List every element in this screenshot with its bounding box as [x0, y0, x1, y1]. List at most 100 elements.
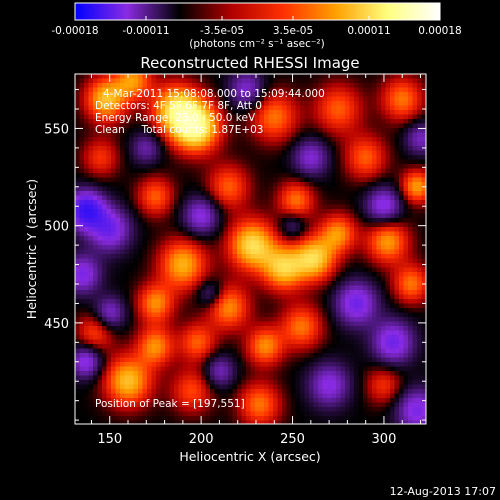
heatmap-cell [408, 150, 413, 156]
heatmap-cell [336, 254, 341, 259]
heatmap-cell [408, 146, 413, 151]
heatmap-cell [340, 164, 346, 169]
heatmap-cell [394, 335, 400, 340]
heatmap-cell [160, 96, 166, 102]
heatmap-cell [138, 150, 143, 156]
heatmap-cell [327, 312, 332, 318]
heatmap-cell [84, 344, 89, 349]
heatmap-cell [115, 254, 121, 259]
heatmap-cell [327, 326, 332, 331]
heatmap-cell [102, 123, 107, 129]
heatmap-cell [88, 186, 94, 192]
heatmap-cell [237, 74, 242, 79]
heatmap-cell [115, 159, 121, 165]
heatmap-cell [214, 186, 220, 192]
heatmap-cell [264, 348, 269, 354]
heatmap-cell [111, 335, 116, 340]
heatmap-cell [376, 141, 382, 147]
heatmap-cell [79, 83, 85, 88]
heatmap-cell [412, 191, 418, 196]
heatmap-cell [259, 96, 265, 102]
heatmap-cell [115, 96, 121, 102]
heatmap-cell [232, 353, 238, 358]
heatmap-cell [165, 146, 170, 151]
heatmap-cell [196, 191, 202, 196]
heatmap-cell [300, 339, 305, 345]
heatmap-cell [403, 119, 409, 124]
heatmap-cell [268, 308, 274, 313]
heatmap-cell [228, 308, 233, 313]
heatmap-cell [300, 123, 305, 129]
heatmap-cell [79, 132, 85, 138]
heatmap-cell [115, 92, 121, 97]
heatmap-cell [327, 308, 332, 313]
heatmap-cell [93, 213, 98, 219]
heatmap-cell [412, 290, 418, 295]
heatmap-cell [138, 231, 143, 237]
heatmap-cell [336, 245, 341, 250]
heatmap-cell [115, 83, 121, 88]
heatmap-cell [295, 195, 301, 201]
heatmap-cell [408, 182, 413, 187]
heatmap-cell [340, 83, 346, 88]
heatmap-cell [93, 123, 98, 129]
heatmap-cell [228, 78, 233, 84]
heatmap-cell [381, 231, 386, 237]
heatmap-cell [340, 267, 346, 273]
heatmap-cell [385, 123, 391, 129]
heatmap-cell [93, 357, 98, 363]
heatmap-cell [151, 150, 157, 156]
heatmap-cell [349, 191, 355, 196]
heatmap-cell [403, 339, 409, 345]
heatmap-cell [205, 150, 211, 156]
heatmap-cell [196, 317, 202, 322]
heatmap-cell [282, 222, 287, 228]
heatmap-cell [349, 195, 355, 201]
heatmap-cell [183, 254, 188, 259]
heatmap-cell [318, 213, 323, 219]
heatmap-cell [250, 294, 256, 300]
heatmap-cell [327, 344, 332, 349]
heatmap-cell [322, 168, 328, 174]
heatmap-cell [156, 294, 161, 300]
heatmap-cell [106, 357, 112, 363]
heatmap-cell [93, 195, 98, 201]
heatmap-cell [178, 74, 184, 79]
heatmap-cell [264, 119, 269, 124]
heatmap-cell [151, 141, 157, 147]
heatmap-cell [349, 213, 355, 219]
heatmap-cell [79, 87, 85, 93]
heatmap-cell [210, 245, 215, 250]
heatmap-cell [367, 299, 373, 304]
heatmap-cell [88, 123, 94, 129]
heatmap-cell [111, 240, 116, 246]
heatmap-cell [219, 195, 224, 201]
heatmap-cell [250, 357, 256, 363]
heatmap-cell [187, 249, 193, 255]
heatmap-cell [115, 173, 121, 178]
heatmap-cell [84, 263, 89, 268]
heatmap-cell [250, 272, 256, 277]
heatmap-cell [129, 146, 134, 151]
heatmap-cell [363, 83, 368, 88]
heatmap-cell [340, 78, 346, 84]
heatmap-cell [417, 173, 422, 178]
heatmap-cell [241, 339, 247, 345]
heatmap-cell [358, 200, 364, 205]
heatmap-cell [331, 276, 337, 282]
heatmap-cell [268, 276, 274, 282]
heatmap-cell [399, 209, 404, 214]
heatmap-cell [223, 87, 229, 93]
heatmap-cell [201, 96, 206, 102]
heatmap-cell [214, 209, 220, 214]
heatmap-cell [178, 312, 184, 318]
heatmap-cell [232, 285, 238, 291]
heatmap-cell [223, 231, 229, 237]
heatmap-cell [102, 182, 107, 187]
heatmap-cell [151, 272, 157, 277]
heatmap-cell [214, 182, 220, 187]
heatmap-cell [412, 177, 418, 183]
heatmap-cell [336, 110, 341, 115]
heatmap-cell [295, 308, 301, 313]
heatmap-cell [88, 177, 94, 183]
